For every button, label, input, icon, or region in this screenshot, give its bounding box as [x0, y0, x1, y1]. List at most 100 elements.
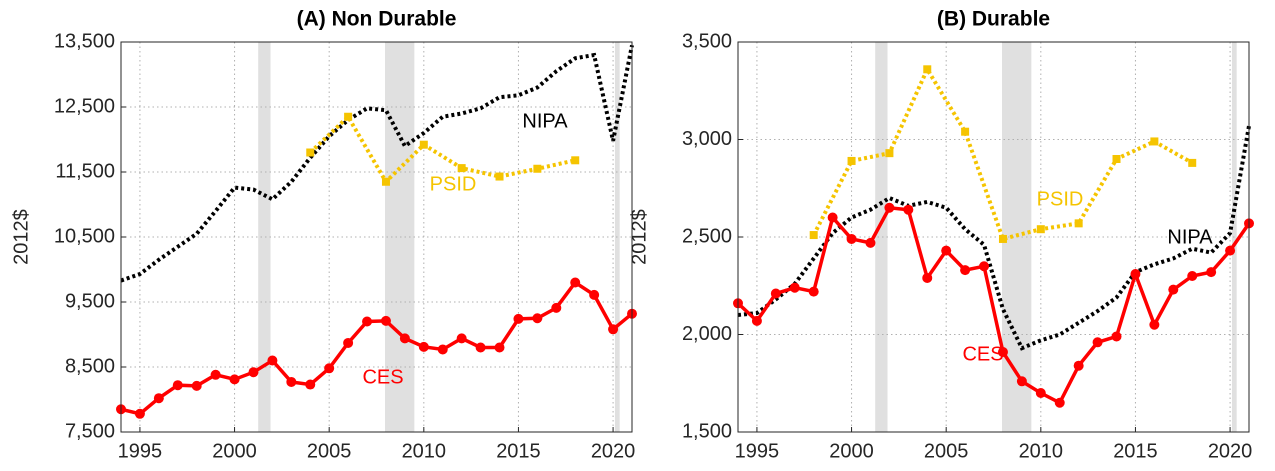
data-point [979, 261, 990, 272]
series-line [120, 44, 634, 283]
x-tick-label: 1995 [118, 440, 163, 462]
data-point [286, 376, 297, 387]
data-point [589, 289, 600, 300]
data-point [1054, 397, 1065, 408]
data-point [846, 233, 857, 244]
x-tick-label: 2000 [212, 440, 257, 462]
data-point [306, 148, 315, 157]
data-point [1225, 245, 1236, 256]
data-point [808, 286, 819, 297]
data-point [1130, 269, 1141, 280]
data-point [1150, 137, 1159, 146]
series-line [737, 125, 1251, 351]
data-point [344, 112, 353, 121]
data-point [922, 272, 933, 283]
data-point [998, 234, 1007, 243]
x-tick-label: 2015 [1113, 440, 1158, 462]
data-point [1073, 360, 1084, 371]
x-tick-label: 2005 [307, 440, 352, 462]
data-point [847, 156, 856, 165]
data-point [1206, 267, 1217, 278]
data-point [380, 315, 391, 326]
data-point [885, 149, 894, 158]
chart-title: (A) Non Durable [297, 8, 457, 31]
data-point [1016, 376, 1027, 387]
data-point [399, 333, 410, 344]
x-tick-label: 2000 [829, 440, 874, 462]
data-point [305, 379, 316, 390]
data-point [1074, 219, 1083, 228]
data-point [437, 344, 448, 355]
x-tick-label: 2020 [1208, 440, 1253, 462]
data-point [1036, 225, 1045, 234]
x-tick-label: 1995 [735, 440, 780, 462]
series-line [811, 65, 1194, 242]
series-label: PSID [430, 173, 477, 195]
data-point [248, 367, 259, 378]
data-point [229, 374, 240, 385]
data-point [1187, 271, 1198, 281]
data-point [153, 393, 164, 404]
data-point [941, 245, 952, 256]
data-point [571, 156, 580, 165]
data-point [457, 164, 466, 173]
x-tick-label: 2015 [496, 440, 541, 462]
data-point [1092, 337, 1103, 348]
y-tick-label: 10,500 [54, 225, 115, 247]
data-point [324, 363, 335, 374]
data-point [865, 237, 876, 248]
y-tick-label: 1,500 [682, 420, 732, 442]
data-point [495, 172, 504, 181]
chart-panel: 7,500 8,500 9,500 10,500 11,500 12,500 13,500 1… [10, 8, 637, 462]
data-point [532, 313, 543, 324]
recession-band [875, 42, 888, 432]
data-point [456, 333, 467, 344]
y-tick-label: 13,500 [54, 30, 115, 52]
data-point [418, 341, 429, 352]
chart-panel: 1,500 2,000 2,500 3,000 3,500 1995 2000 2005 201… [628, 8, 1254, 462]
x-tick-label: 2010 [1019, 440, 1064, 462]
data-point [570, 277, 581, 288]
series-label: NIPA [522, 110, 568, 132]
y-tick-label: 3,500 [682, 30, 732, 52]
data-point [789, 282, 800, 293]
data-point [1111, 331, 1122, 342]
data-point [362, 316, 373, 327]
series-line [308, 113, 576, 185]
data-point [419, 140, 428, 149]
data-point [809, 231, 818, 240]
data-point [960, 265, 971, 276]
recession-band [258, 42, 271, 432]
y-tick-label: 8,500 [65, 355, 115, 377]
series-line [736, 205, 1251, 406]
y-tick-label: 3,000 [682, 128, 732, 150]
data-point [608, 324, 619, 335]
y-tick-label: 9,500 [65, 290, 115, 312]
data-point [475, 342, 486, 353]
series-line [120, 280, 634, 416]
x-tick-label: 2010 [402, 440, 447, 462]
data-point [210, 369, 221, 380]
data-point [1188, 158, 1197, 167]
chart-title: (B) Durable [937, 8, 1050, 31]
data-point [343, 337, 354, 348]
data-point [923, 65, 932, 74]
data-point [533, 164, 542, 173]
y-axis-label: 2012$ [628, 209, 650, 265]
data-point [494, 342, 505, 353]
x-tick-label: 2020 [591, 440, 636, 462]
data-point [1035, 388, 1046, 398]
data-point [513, 313, 524, 324]
data-point [134, 408, 145, 419]
data-point [997, 347, 1008, 358]
data-point [172, 380, 183, 391]
x-tick-label: 2005 [924, 440, 969, 462]
y-axis-label: 2012$ [10, 209, 32, 265]
data-point [1149, 319, 1160, 330]
series-label: PSID [1037, 188, 1084, 210]
y-tick-label: 2,500 [682, 225, 732, 247]
data-point [267, 355, 278, 366]
y-tick-label: 2,000 [682, 323, 732, 345]
data-point [827, 212, 838, 223]
